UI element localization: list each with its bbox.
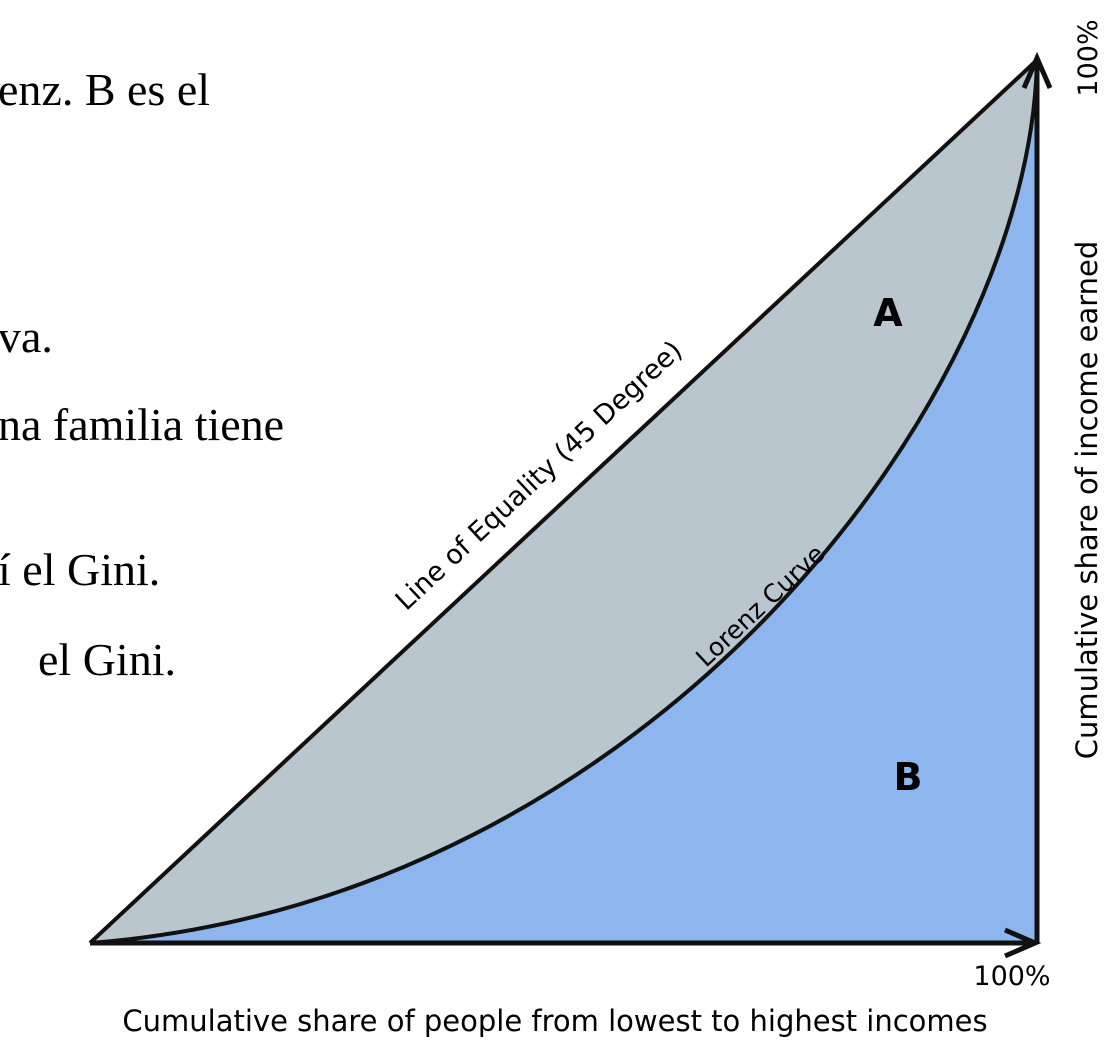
area-a-label: A [873, 291, 903, 335]
slide-text: va. [0, 311, 53, 362]
area-b-label: B [894, 755, 923, 799]
y-axis-label: Cumulative share of income earned [1070, 241, 1104, 760]
equality-line [88, 58, 1039, 945]
y-end-label: 100% [1073, 19, 1104, 96]
x-end-label: 100% [973, 961, 1050, 992]
lorenz-curve [89, 59, 1039, 945]
slide-text: el Gini. [38, 634, 176, 685]
slide-text: na familia tiene [0, 399, 284, 450]
x-axis-label: Cumulative share of people from lowest t… [122, 1004, 987, 1038]
slide-text: enz. B es el [0, 64, 210, 115]
area-b-region [90, 60, 1037, 943]
y-arrow [1021, 51, 1053, 89]
slide-text: í el Gini. [0, 544, 160, 595]
